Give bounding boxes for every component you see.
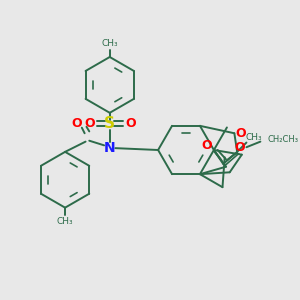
Text: CH₃: CH₃ [101, 40, 118, 49]
Text: CH₃: CH₃ [246, 134, 262, 142]
Text: O: O [84, 118, 94, 130]
Text: N: N [104, 141, 116, 155]
Text: CH₃: CH₃ [57, 217, 74, 226]
Text: O: O [235, 141, 245, 154]
Text: O: O [71, 116, 82, 130]
Text: CH₂CH₃: CH₂CH₃ [268, 135, 299, 144]
Text: O: O [201, 139, 212, 152]
Text: O: O [236, 127, 246, 140]
Text: O: O [125, 118, 136, 130]
Text: S: S [104, 116, 115, 131]
